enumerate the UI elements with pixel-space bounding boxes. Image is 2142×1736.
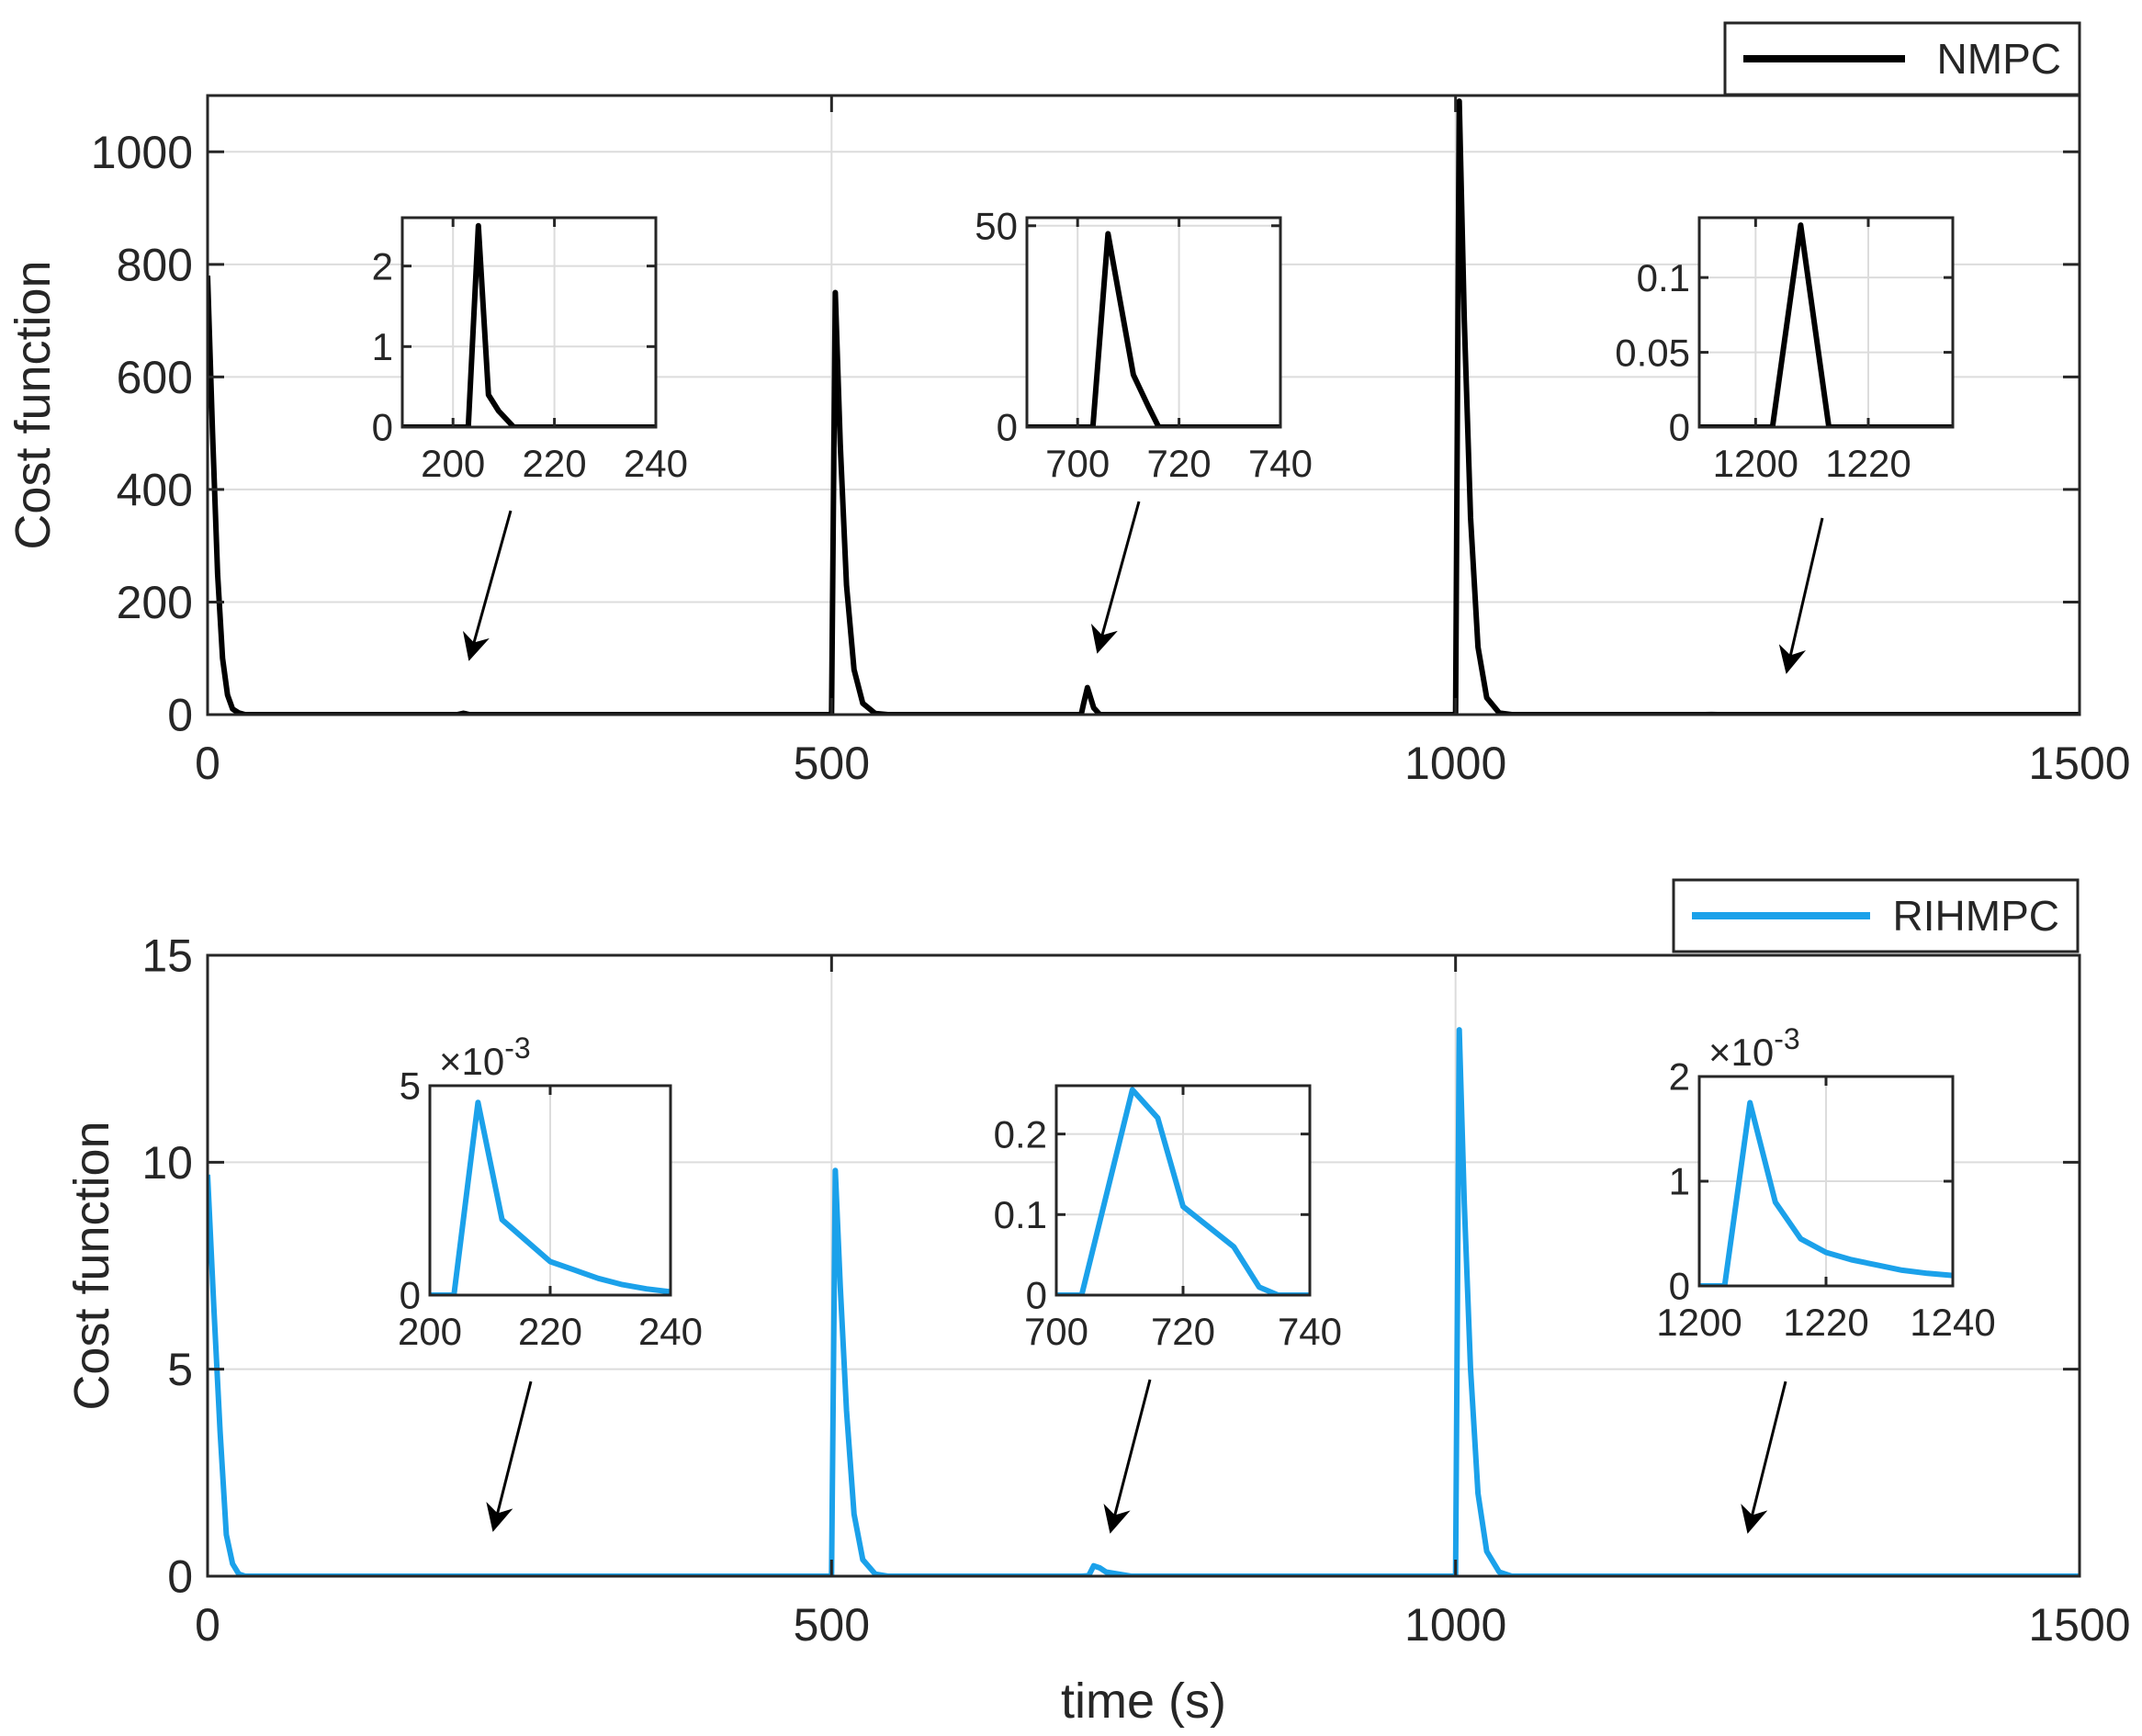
main-1-y-tick-label-3: 600 <box>117 352 193 403</box>
inset-2-2-y-tick-label-2: 0.2 <box>994 1112 1047 1155</box>
main-1-y-tick-label-0: 0 <box>167 690 193 741</box>
inset-1-1-x-tick-label-0: 200 <box>421 442 485 485</box>
inset-1-2: 700 720 740 0 50 <box>975 204 1313 654</box>
inset-2-1-series-line-0 <box>430 1099 671 1295</box>
inset-2-3-y-tick-label-2: 2 <box>1669 1055 1690 1099</box>
inset-exponent-2-3: ×10-3 <box>1708 1022 1800 1074</box>
inset-arrow-2-2 <box>1103 1379 1152 1534</box>
inset-2-1-y-tick-label-0: 0 <box>400 1274 421 1317</box>
inset-2-2-y-tick-label-0: 0 <box>1026 1274 1047 1317</box>
inset-arrow-1-1 <box>462 510 513 661</box>
inset-arrow-1-3 <box>1778 517 1824 674</box>
inset-1-1-y-tick-label-2: 2 <box>372 244 393 287</box>
inset-1-1-y-tick-label-0: 0 <box>372 406 393 449</box>
main-2-x-tick-label-0: 0 <box>195 1599 220 1651</box>
main-2-x-tick-label-2: 1000 <box>1404 1599 1506 1651</box>
legend-2: RIHMPC <box>1672 878 2080 953</box>
inset-2-2-x-tick-label-1: 720 <box>1151 1310 1215 1353</box>
inset-1-1-x-tick-label-2: 240 <box>624 442 688 485</box>
main-2-y-tick-label-0: 0 <box>167 1551 193 1603</box>
inset-1-3-series-line-0 <box>1699 222 1953 427</box>
inset-2-3-series-line-0 <box>1699 1099 1953 1286</box>
inset-1-3-y-tick-label-2: 0.1 <box>1637 256 1690 299</box>
inset-1-3-y-tick-label-1: 0.05 <box>1615 331 1690 374</box>
inset-1-1-axes-frame <box>400 216 658 429</box>
inset-1-1-x-tick-label-1: 220 <box>523 442 587 485</box>
inset-1-2-series-line-0 <box>1027 231 1280 427</box>
main-1-y-tick-label-1: 200 <box>117 577 193 628</box>
inset-exponent-2-1: ×10-3 <box>439 1031 531 1083</box>
main-2-x-tick-label-3: 1500 <box>2028 1599 2130 1651</box>
legend-1: NMPC <box>1723 21 2081 96</box>
inset-1-1-y-tick-label-1: 1 <box>372 325 393 368</box>
main-1-axes-frame <box>206 94 2081 716</box>
main-1-x-tick-label-3: 1500 <box>2028 738 2130 789</box>
inset-2-2-x-tick-label-2: 740 <box>1278 1310 1342 1353</box>
inset-1-2-axes-frame <box>1025 216 1282 429</box>
inset-1-2-y-tick-label-0: 0 <box>997 406 1018 449</box>
inset-2-2-y-tick-label-1: 0.1 <box>994 1193 1047 1236</box>
inset-1-3-x-tick-label-0: 1200 <box>1713 442 1798 485</box>
inset-1-3: 1200 1220 0 0.05 0.1 <box>1615 216 1955 674</box>
inset-2-1-x-tick-label-1: 220 <box>518 1310 582 1353</box>
inset-2-2-x-tick-label-0: 700 <box>1024 1310 1088 1353</box>
inset-2-3-x-tick-label-2: 1240 <box>1910 1301 1995 1344</box>
inset-1-2-plot-area <box>1027 218 1280 427</box>
inset-2-1-x-tick-label-2: 240 <box>638 1310 703 1353</box>
main-1-x-tick-label-1: 500 <box>794 738 870 789</box>
main-1-x-tick-label-2: 1000 <box>1404 738 1506 789</box>
inset-1-1: 200 220 240 0 1 2 <box>372 216 688 661</box>
main-2-y-tick-label-1: 5 <box>167 1344 193 1395</box>
inset-arrow-2-3 <box>1741 1381 1787 1534</box>
inset-2-3-x-tick-label-0: 1200 <box>1656 1301 1742 1344</box>
main-1-y-tick-label-5: 1000 <box>91 127 193 178</box>
inset-1-1-plot-area <box>402 218 656 427</box>
inset-2-1-y-tick-label-1: 5 <box>400 1065 421 1108</box>
inset-2-2-series-line-0 <box>1056 1087 1310 1295</box>
inset-1-2-x-tick-label-0: 700 <box>1045 442 1110 485</box>
inset-1-2-y-tick-label-1: 50 <box>975 204 1018 247</box>
inset-2-2: 700 720 740 0 0.1 0.2 <box>994 1084 1342 1534</box>
inset-1-1-series-line-0 <box>402 222 656 427</box>
inset-1-2-x-tick-label-1: 720 <box>1147 442 1212 485</box>
inset-1-2-x-tick-label-2: 740 <box>1248 442 1313 485</box>
legend-label-1: NMPC <box>1937 35 2061 83</box>
y-axis-label-1: Cost function <box>6 260 61 549</box>
inset-2-3: 1200 1220 1240 0 1 2 ×10-3 <box>1656 1022 1996 1534</box>
main-1-y-tick-label-4: 800 <box>117 239 193 290</box>
main-1-y-tick-label-2: 400 <box>117 464 193 515</box>
main-2-series-line-0 <box>208 1027 2080 1576</box>
inset-arrow-2-1 <box>486 1381 533 1532</box>
main-2-y-tick-label-3: 15 <box>141 930 193 982</box>
inset-2-1: 200 220 240 0 5 ×10-3 <box>398 1031 703 1532</box>
inset-arrow-1-2 <box>1090 501 1141 654</box>
main-1-x-tick-label-0: 0 <box>195 738 220 789</box>
inset-1-3-y-tick-label-0: 0 <box>1669 406 1690 449</box>
y-axis-label-2: Cost function <box>64 1121 119 1410</box>
main-2-y-tick-label-2: 10 <box>141 1137 193 1189</box>
inset-1-3-x-tick-label-1: 1220 <box>1825 442 1911 485</box>
x-axis-label: time (s) <box>1061 1674 1226 1729</box>
main-2-x-tick-label-1: 500 <box>794 1599 870 1651</box>
inset-1-3-axes-frame <box>1697 216 1955 429</box>
legend-label-2: RIHMPC <box>1893 892 2059 940</box>
inset-2-1-x-tick-label-0: 200 <box>398 1310 462 1353</box>
inset-2-3-y-tick-label-1: 1 <box>1669 1160 1690 1203</box>
inset-2-3-x-tick-label-1: 1220 <box>1783 1301 1868 1344</box>
main-2-axes-frame <box>206 953 2081 1578</box>
inset-2-3-y-tick-label-0: 0 <box>1669 1265 1690 1308</box>
